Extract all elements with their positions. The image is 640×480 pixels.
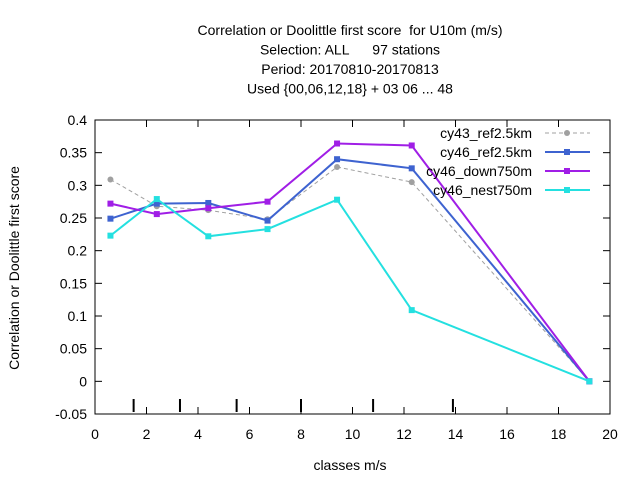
- data-point: [107, 176, 114, 183]
- x-tick-label: 16: [499, 426, 515, 442]
- y-tick-label: 0.25: [60, 210, 87, 226]
- legend-marker: [564, 168, 570, 174]
- y-tick-label: -0.05: [55, 406, 87, 422]
- x-tick-label: 20: [602, 426, 618, 442]
- data-point: [153, 196, 160, 203]
- legend-marker: [564, 187, 570, 193]
- data-point: [107, 215, 114, 222]
- y-tick-label: 0.3: [68, 177, 88, 193]
- x-tick-label: 10: [345, 426, 361, 442]
- x-tick-label: 4: [194, 426, 202, 442]
- title-line: Correlation or Doolittle first score for…: [198, 22, 503, 38]
- data-point: [205, 205, 212, 212]
- legend-label: cy46_ref2.5km: [440, 144, 532, 160]
- data-point: [408, 142, 415, 149]
- x-tick-label: 6: [246, 426, 254, 442]
- title-line: Used {00,06,12,18} + 03 06 ... 48: [247, 81, 453, 97]
- data-point: [334, 196, 341, 203]
- legend-label: cy43_ref2.5km: [440, 125, 532, 141]
- legend: cy43_ref2.5km cy46_ref2.5km cy46_down750mc…: [426, 125, 590, 198]
- title-line: Selection: ALL 97 stations: [260, 42, 440, 58]
- y-tick-label: 0.2: [68, 243, 88, 259]
- x-tick-label: 18: [551, 426, 567, 442]
- data-point: [264, 217, 271, 224]
- data-point: [408, 165, 415, 172]
- x-axis-label: classes m/s: [313, 457, 386, 473]
- data-point: [153, 200, 160, 207]
- x-tick-label: 0: [91, 426, 99, 442]
- data-point: [586, 378, 593, 385]
- y-tick-label: 0.1: [68, 308, 88, 324]
- data-point: [408, 179, 415, 186]
- y-tick-label: 0: [79, 373, 87, 389]
- legend-label: cy46_nest750m: [433, 182, 532, 198]
- class-boundary-marks: [132, 399, 454, 412]
- y-tick-label: 0.15: [60, 275, 87, 291]
- series-line-cy46_down750m: [110, 142, 591, 382]
- x-tick-label: 2: [143, 426, 151, 442]
- legend-marker: [564, 130, 570, 136]
- chart-title: Correlation or Doolittle first score for…: [198, 22, 503, 97]
- data-point: [107, 200, 114, 207]
- legend-marker: [564, 149, 570, 155]
- series-line-cy46_nest750m: [109, 197, 590, 383]
- y-tick-label: 0.35: [60, 145, 87, 161]
- data-point: [264, 198, 271, 205]
- data-point: [264, 226, 271, 233]
- title-line: Period: 20170810-20170813: [261, 61, 439, 77]
- legend-label: cy46_down750m: [426, 163, 532, 179]
- data-point: [334, 156, 341, 163]
- data-point: [334, 164, 341, 171]
- data-point: [107, 232, 114, 239]
- y-axis-label: Correlation or Doolittle first score: [6, 166, 22, 370]
- plot-border: [94, 119, 611, 415]
- data-point: [205, 199, 212, 206]
- y-tick-label: 0.4: [68, 112, 88, 128]
- plot-area: [94, 119, 611, 415]
- data-point: [153, 211, 160, 218]
- series-line-cy43_ref2.5km: [110, 166, 590, 382]
- x-tick-label: 14: [448, 426, 464, 442]
- x-tick-label: 8: [297, 426, 305, 442]
- y-tick-label: 0.05: [60, 341, 87, 357]
- data-point: [408, 307, 415, 314]
- x-tick-label: 12: [396, 426, 412, 442]
- data-point: [334, 140, 341, 147]
- data-point: [205, 233, 212, 240]
- series-layer: [107, 140, 593, 385]
